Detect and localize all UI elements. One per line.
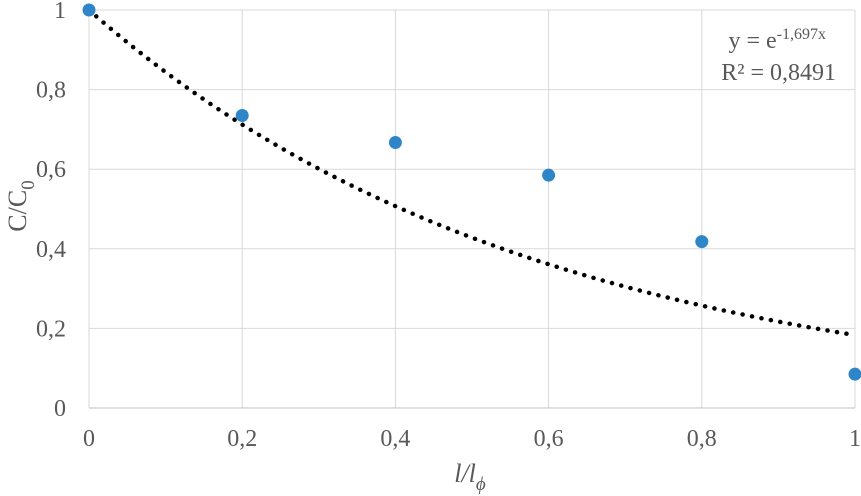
x-axis-label: l/lϕ [454, 459, 486, 495]
data-point [848, 367, 861, 381]
data-point [388, 136, 402, 150]
y-tick-label: 0,6 [36, 157, 66, 183]
data-point [235, 108, 249, 122]
y-tick-label: 1 [54, 0, 66, 24]
trendline-equation-exponent: -1,697x [777, 26, 826, 43]
axes [88, 10, 855, 409]
data-points [82, 3, 861, 381]
data-point [542, 168, 556, 182]
x-tick-label: 0,8 [687, 426, 717, 452]
y-tick-label: 0,2 [36, 316, 66, 342]
x-tick-label: 0 [83, 426, 95, 452]
x-tick-label: 1 [849, 426, 861, 452]
y-tick-label: 0 [54, 396, 66, 422]
y-tick-label: 0,8 [36, 78, 66, 104]
grid [89, 9, 856, 408]
trendline-path [86, 7, 858, 338]
x-tick-label: 0,4 [380, 426, 410, 452]
x-tick-label: 0,6 [534, 426, 564, 452]
trendline [86, 7, 858, 338]
r-squared-label: R² = 0,8491 [721, 60, 836, 86]
data-point [82, 3, 96, 17]
trendline-equation: y = e-1,697x [728, 26, 826, 54]
x-tick-label: 0,2 [227, 426, 257, 452]
y-tick-label: 0,4 [36, 237, 66, 263]
data-point [695, 235, 709, 249]
tick-labels: 0 0,2 0,4 0,6 0,8 1 0 0,2 0,4 0,6 0,8 1 [36, 0, 861, 452]
y-axis-label: C/C0 [3, 180, 39, 231]
